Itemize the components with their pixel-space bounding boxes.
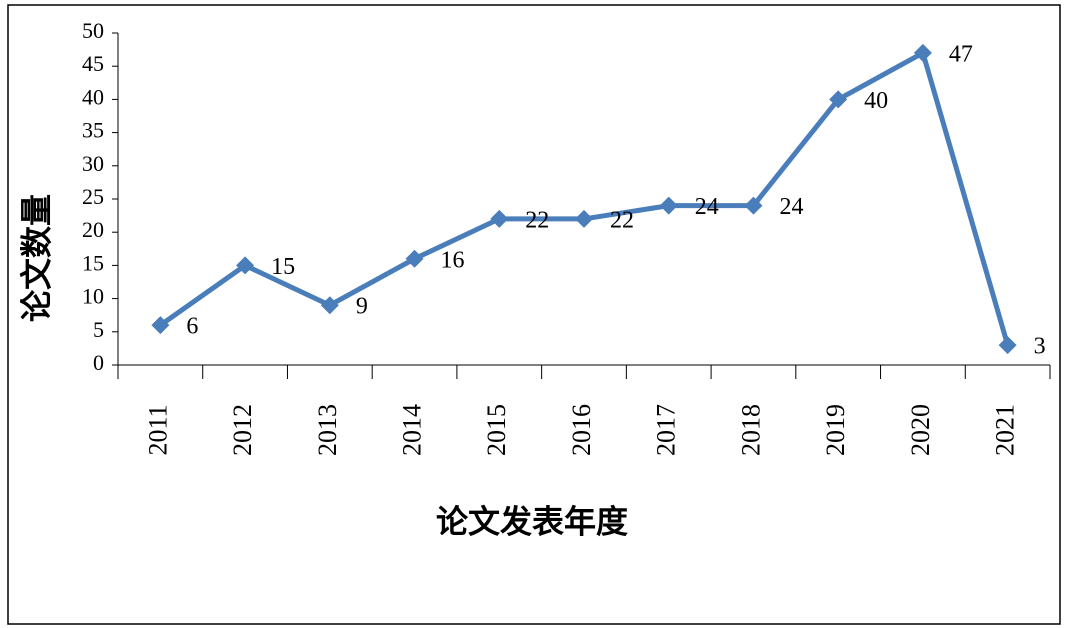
- x-tick-label: 2018: [736, 404, 765, 456]
- y-axis-title: 论文数量: [18, 194, 54, 322]
- y-tick-label: 40: [82, 84, 104, 109]
- data-label: 3: [1034, 334, 1046, 360]
- x-tick-label: 2019: [821, 404, 850, 456]
- y-tick-label: 45: [82, 51, 104, 76]
- data-point: [490, 209, 509, 228]
- x-tick-label: 2014: [398, 404, 427, 456]
- data-point: [320, 296, 339, 315]
- y-tick-label: 5: [93, 317, 104, 342]
- data-label: 16: [441, 247, 465, 273]
- data-label: 47: [949, 41, 973, 67]
- y-tick-label: 50: [82, 18, 104, 43]
- data-label: 24: [779, 194, 803, 220]
- data-label: 40: [864, 88, 888, 114]
- y-tick-label: 15: [82, 250, 104, 275]
- x-tick-label: 2016: [567, 404, 596, 456]
- chart-frame: [7, 4, 1061, 625]
- data-label: 15: [271, 254, 295, 280]
- data-point: [151, 316, 170, 335]
- y-tick-label: 10: [82, 284, 104, 309]
- data-point: [236, 256, 255, 275]
- data-point: [659, 196, 678, 215]
- x-tick-label: 2012: [228, 404, 257, 456]
- data-label: 24: [695, 194, 719, 220]
- x-tick-label: 2020: [906, 404, 935, 456]
- y-tick-label: 20: [82, 217, 104, 242]
- y-tick-label: 30: [82, 151, 104, 176]
- x-axis-title: 论文发表年度: [436, 503, 628, 539]
- data-label: 22: [610, 207, 634, 233]
- x-tick-label: 2013: [313, 404, 342, 456]
- y-tick-label: 0: [93, 350, 104, 375]
- y-tick-label: 35: [82, 118, 104, 143]
- data-point: [829, 90, 848, 109]
- data-point: [744, 196, 763, 215]
- y-tick-label: 25: [82, 184, 104, 209]
- data-point: [998, 336, 1017, 355]
- x-tick-label: 2017: [652, 404, 681, 456]
- data-point: [575, 209, 593, 228]
- x-tick-label: 2011: [143, 404, 172, 455]
- data-point: [405, 249, 424, 268]
- x-tick-label: 2021: [991, 404, 1020, 456]
- x-tick-label: 2015: [482, 404, 511, 456]
- data-label: 6: [186, 314, 198, 340]
- data-label: 9: [356, 294, 368, 320]
- data-label: 22: [525, 207, 549, 233]
- data-point: [913, 43, 932, 62]
